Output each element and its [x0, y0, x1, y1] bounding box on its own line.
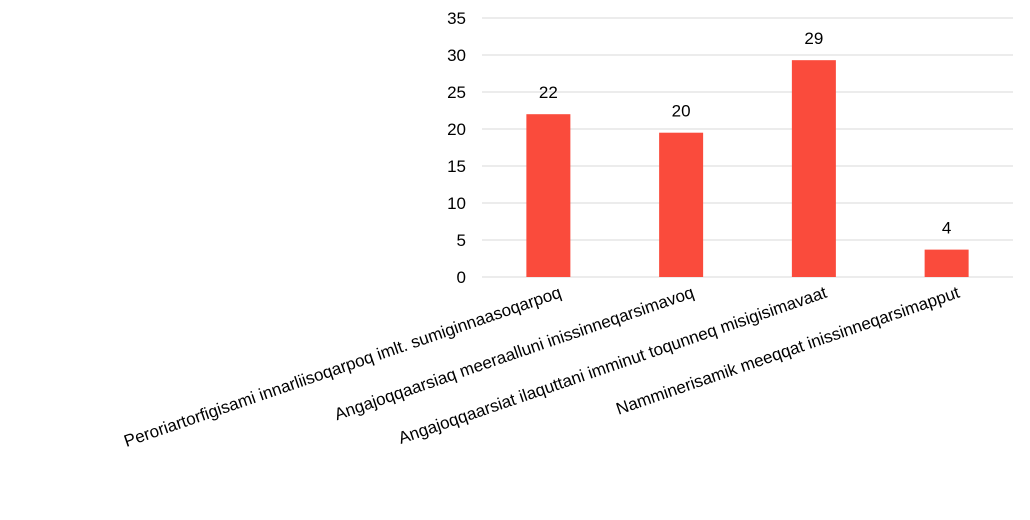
- data-label: 29: [804, 29, 823, 48]
- data-label: 4: [942, 219, 951, 238]
- bar: [526, 114, 571, 277]
- data-labels: 22 20 29 4: [539, 29, 951, 237]
- y-tick-label: 30: [447, 46, 466, 65]
- data-label: 22: [539, 83, 558, 102]
- data-label: 20: [672, 102, 691, 121]
- y-tick-label: 20: [447, 120, 466, 139]
- bars: [526, 60, 969, 278]
- bar: [791, 60, 836, 278]
- y-tick-label: 35: [447, 9, 466, 28]
- y-tick-label: 15: [447, 157, 466, 176]
- category-labels: Peroriartorfigisami innarliisoqarpoq iml…: [122, 283, 963, 451]
- y-tick-label: 25: [447, 83, 466, 102]
- y-tick-label: 10: [447, 194, 466, 213]
- bar: [659, 132, 704, 277]
- bar: [924, 249, 969, 277]
- y-tick-label: 5: [457, 231, 466, 250]
- gridlines: [482, 17, 1013, 278]
- y-axis-tick-labels: 0 5 10 15 20 25 30 35: [447, 9, 466, 287]
- y-tick-label: 0: [457, 268, 466, 287]
